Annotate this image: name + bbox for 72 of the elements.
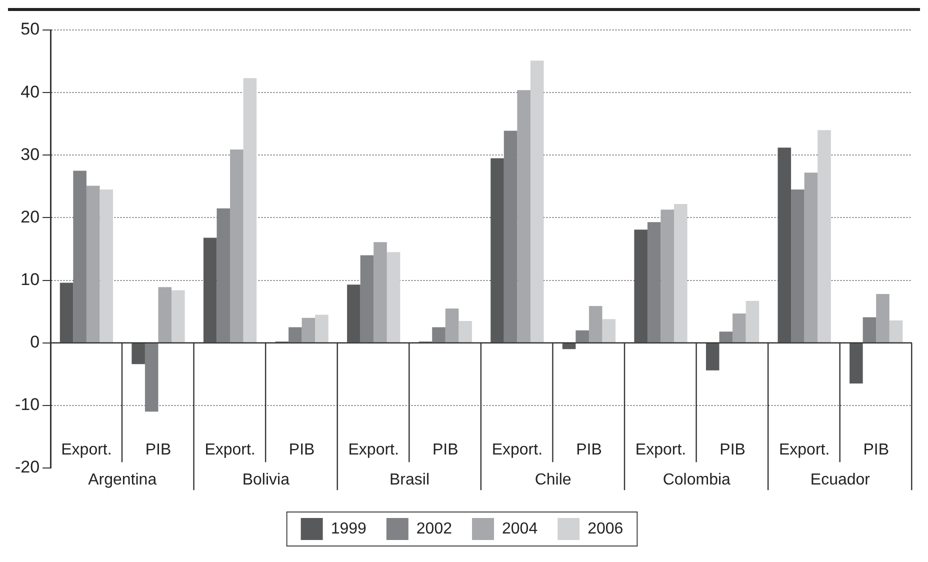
bar: [576, 330, 589, 342]
bar: [216, 208, 230, 342]
bar: [746, 300, 760, 342]
bar: [732, 313, 746, 342]
bar: [172, 290, 185, 342]
x-tick-label: PIB: [863, 441, 890, 458]
legend-label: 2004: [502, 520, 538, 538]
y-tick-label: 50: [20, 20, 40, 39]
x-tick-label: PIB: [288, 441, 315, 458]
x-tick-label: Export.: [348, 441, 399, 458]
x-tick-label: PIB: [145, 441, 172, 458]
bar: [432, 327, 446, 342]
bar: [374, 242, 387, 342]
bar: [458, 320, 472, 342]
bar: [647, 222, 661, 342]
bar: [60, 282, 74, 342]
y-tick-label: 30: [20, 144, 40, 164]
x-tick-label: PIB: [720, 441, 746, 458]
text: Brasil: [389, 471, 430, 488]
bar: [791, 190, 804, 342]
bar: [132, 343, 145, 364]
bar: [100, 190, 114, 342]
bar: [158, 287, 172, 342]
legend-label: 1999: [330, 520, 367, 538]
y-tick-label: 40: [20, 82, 40, 102]
bar: [315, 314, 328, 342]
text: Ecuador: [810, 471, 871, 488]
x-tick-label: Export.: [492, 441, 543, 458]
text: Colombia: [662, 471, 731, 488]
x-tick-label: PIB: [432, 441, 458, 458]
bar: [302, 318, 316, 342]
bar: [230, 150, 244, 342]
bar: [445, 308, 459, 342]
y-tick-label: -20: [14, 458, 40, 477]
bar: [360, 255, 374, 342]
bar: [243, 78, 257, 342]
bar: [504, 130, 518, 342]
bar: [850, 343, 863, 384]
text: Chile: [534, 471, 572, 488]
bar: [876, 294, 890, 342]
y-tick-label: 20: [20, 207, 40, 226]
bar: [288, 327, 302, 342]
legend-label: 2006: [588, 520, 624, 538]
text: Argentina: [88, 471, 157, 488]
bar: [517, 90, 530, 342]
bar: [706, 343, 720, 370]
bar: [73, 170, 86, 342]
x-tick-label: Export.: [204, 441, 256, 458]
x-tick-label: PIB: [576, 441, 602, 458]
bar: [602, 319, 616, 342]
bar: [674, 204, 688, 342]
bar: [530, 60, 544, 342]
bar: [386, 252, 400, 342]
x-tick-label: Export.: [635, 441, 686, 458]
legend-label: 2002: [416, 520, 452, 538]
x-tick-label: Export.: [778, 441, 830, 458]
bar: [347, 284, 360, 342]
bar: [86, 186, 100, 342]
bar: [804, 172, 818, 342]
text: Bolivia: [242, 471, 290, 488]
bar: [862, 317, 876, 342]
bar: [719, 332, 733, 342]
bar: [562, 343, 576, 350]
x-tick-label: Export.: [61, 441, 112, 458]
bar: [889, 320, 903, 342]
bar: [660, 210, 674, 342]
y-tick-label: -10: [14, 395, 40, 414]
bar: [144, 343, 158, 412]
bar: [588, 306, 602, 342]
y-tick-label: 0: [30, 332, 40, 352]
bar: [818, 130, 831, 342]
y-tick-label: 10: [20, 270, 40, 289]
